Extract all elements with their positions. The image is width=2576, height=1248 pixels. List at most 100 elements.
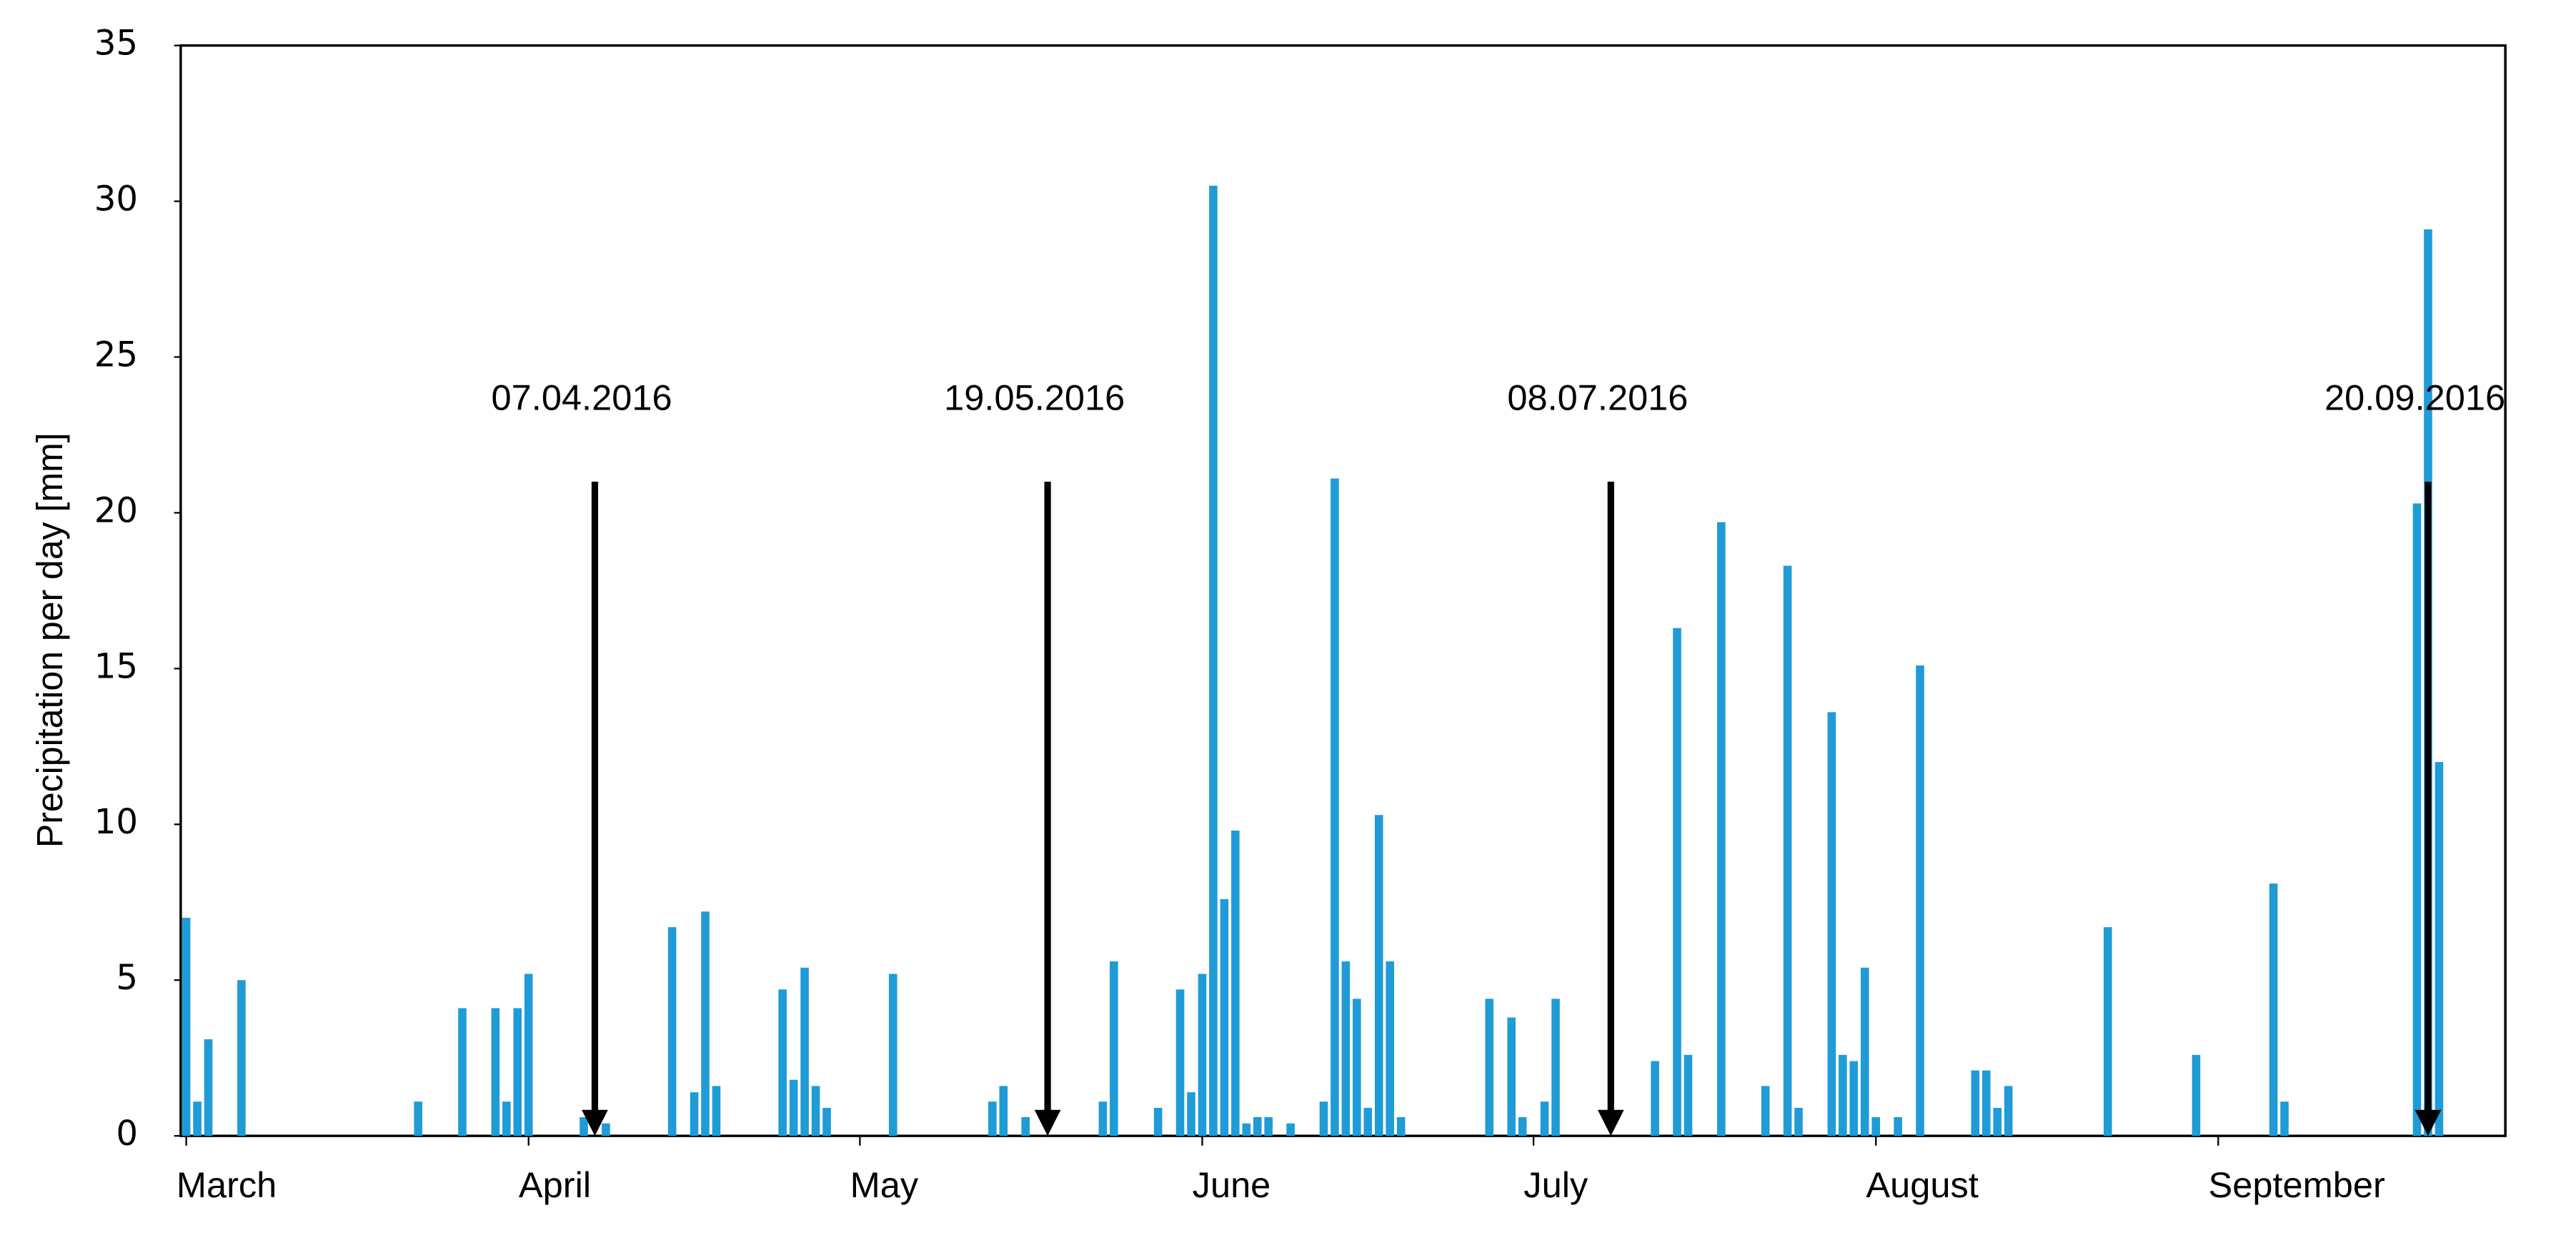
bar [1209, 185, 1218, 1136]
annotation-label: 08.07.2016 [1507, 377, 1688, 418]
y-tick-label: 35 [94, 24, 138, 64]
bar [1175, 989, 1185, 1136]
annotation-label: 19.05.2016 [944, 377, 1125, 418]
bar [1374, 815, 1383, 1136]
bar [2412, 503, 2422, 1136]
y-axis-label: Precipitation per day [mm] [29, 432, 70, 848]
x-tick-label: July [1523, 1164, 1588, 1205]
bar [1827, 712, 1836, 1136]
bar [1098, 1101, 1108, 1136]
bar [1894, 1116, 1902, 1136]
arrow-head [2415, 1109, 2442, 1136]
annotation-label: 07.04.2016 [492, 377, 672, 418]
bar [1485, 999, 1494, 1136]
y-tick-label: 15 [94, 647, 138, 687]
bar [458, 1008, 467, 1136]
bar [502, 1101, 511, 1136]
bar [181, 918, 191, 1136]
y-tick-label: 20 [94, 491, 138, 531]
bar [2192, 1054, 2201, 1136]
bar [513, 1008, 522, 1136]
bar [1396, 1116, 1406, 1136]
bar [2269, 883, 2278, 1136]
x-tick-label: September [2209, 1164, 2385, 1205]
bar [1551, 999, 1560, 1136]
bar [690, 1092, 699, 1136]
bar [1981, 1070, 1991, 1136]
bar [778, 989, 787, 1136]
bar [1860, 967, 1869, 1136]
bar [602, 1123, 610, 1136]
x-tick-label: May [850, 1164, 919, 1205]
bar [1794, 1107, 1803, 1136]
y-tick-label: 0 [116, 1114, 138, 1154]
arrow-head [582, 1109, 608, 1136]
bar [1264, 1116, 1273, 1136]
arrow-head [1597, 1109, 1624, 1136]
x-tick-label: April [519, 1164, 591, 1205]
bar [2004, 1086, 2013, 1136]
y-tick-label: 25 [94, 335, 138, 375]
bar [204, 1039, 213, 1136]
x-tick-label: August [1866, 1164, 1978, 1205]
bar [1916, 665, 1924, 1136]
bar [1220, 898, 1229, 1136]
bar [1971, 1070, 1980, 1136]
bar [1507, 1017, 1516, 1136]
bar [1684, 1054, 1693, 1136]
bar [888, 974, 897, 1136]
y-tick-label: 5 [116, 958, 138, 998]
bar [1198, 974, 1207, 1136]
bar [1540, 1101, 1549, 1136]
bar [414, 1101, 422, 1136]
bar [667, 927, 677, 1136]
bar [1331, 478, 1339, 1136]
annotation-label: 20.09.2016 [2324, 377, 2505, 418]
bar [2435, 762, 2444, 1136]
x-tick-label: March [176, 1164, 277, 1205]
bar [580, 1116, 588, 1136]
bar [1153, 1107, 1163, 1136]
y-tick-label: 10 [94, 802, 138, 842]
bar [2103, 927, 2112, 1136]
bar [1187, 1092, 1195, 1136]
bar [1353, 999, 1361, 1136]
bar [1363, 1107, 1373, 1136]
x-tick-label: June [1193, 1164, 1271, 1205]
bar [789, 1079, 798, 1136]
bar [237, 980, 246, 1136]
bar [1518, 1116, 1527, 1136]
bar [1341, 961, 1351, 1136]
bar [1242, 1123, 1251, 1136]
arrow-head [1034, 1109, 1061, 1136]
bar [1839, 1054, 1847, 1136]
bar [1319, 1101, 1328, 1136]
bar [712, 1086, 721, 1136]
bar [2280, 1101, 2289, 1136]
bar [1386, 961, 1394, 1136]
bar [1761, 1086, 1770, 1136]
bar [999, 1086, 1008, 1136]
bar [1673, 628, 1681, 1136]
bar [800, 967, 809, 1136]
bar [1717, 522, 1726, 1136]
bar [1253, 1116, 1262, 1136]
bar [1651, 1061, 1659, 1136]
bar [1849, 1061, 1859, 1136]
bar [1783, 565, 1792, 1136]
bar [701, 911, 710, 1136]
bar [1021, 1116, 1030, 1136]
bar [1110, 961, 1118, 1136]
y-tick-label: 30 [94, 179, 138, 219]
bar [193, 1101, 202, 1136]
bar [822, 1107, 831, 1136]
bar [988, 1101, 997, 1136]
bar [524, 974, 533, 1136]
bar [1286, 1123, 1295, 1136]
bar [491, 1008, 500, 1136]
bar [1231, 830, 1240, 1136]
bar [811, 1086, 820, 1136]
bar [1993, 1107, 2002, 1136]
bar [1871, 1116, 1881, 1136]
